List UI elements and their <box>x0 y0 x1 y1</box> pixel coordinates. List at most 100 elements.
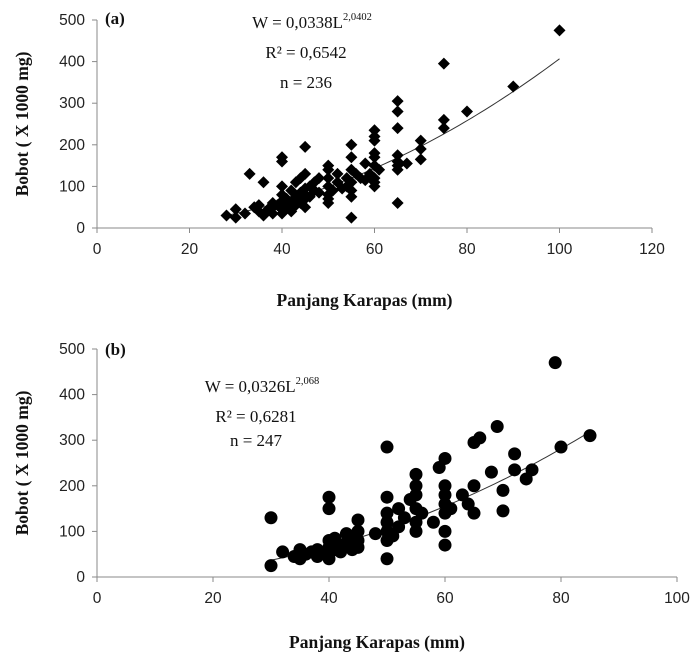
panel-b-data-point <box>525 463 539 477</box>
panel-b-x-tick-label: 0 <box>93 590 102 607</box>
panel-a-data-point <box>359 157 372 170</box>
panel-a-data-point <box>239 207 251 220</box>
panel-b-panel-label: (b) <box>105 340 126 359</box>
panel-a-data-point <box>437 122 450 135</box>
panel-b-data-point <box>380 552 394 566</box>
panel-a-trendline <box>226 58 560 216</box>
panel-b-y-tick-label: 300 <box>59 432 85 449</box>
panel-a-data-point <box>345 176 358 189</box>
panel-b-data-point <box>444 502 458 516</box>
panel-a-data-point <box>326 184 339 197</box>
panel-a-y-tick-label: 500 <box>59 12 85 29</box>
panel-a-data-point <box>229 203 242 216</box>
panel-a-data-point <box>313 172 325 185</box>
panel-a-data-point <box>391 122 404 135</box>
panel-b-trendline <box>270 431 591 561</box>
panel-a-data-point <box>368 151 381 164</box>
panel-b-x-axis-title: Panjang Karapas (mm) <box>289 632 465 652</box>
panel-a-data-point <box>437 113 450 126</box>
panel-a-data-point <box>299 140 312 153</box>
panel-a-data-point <box>345 211 358 224</box>
chart-panel-b: 0 100 200 300 400 500 0 20 40 60 80 100 Panjang Kara… <box>12 340 690 652</box>
panel-a-data-point <box>313 186 325 199</box>
panel-b-x-tick-label: 60 <box>436 590 454 607</box>
panel-a-x-tick-label: 40 <box>273 241 291 258</box>
panel-b-data-point <box>438 479 452 493</box>
panel-a-data-point <box>345 184 358 197</box>
panel-a-data-point <box>257 176 270 189</box>
panel-a-data-point <box>252 199 265 212</box>
panel-a-data-point <box>331 167 344 180</box>
panel-a-x-tick-label: 0 <box>93 241 102 258</box>
panel-a-data-point <box>373 163 386 176</box>
panel-a-data-point <box>391 159 404 172</box>
panel-a-data-point <box>345 138 358 151</box>
panel-b-data-point <box>554 440 568 454</box>
panel-b-data-point <box>438 451 452 465</box>
panel-a-x-tick-label: 80 <box>458 241 476 258</box>
panel-b-sample-size: n = 247 <box>230 431 283 450</box>
panel-a-data-point <box>299 201 312 214</box>
panel-a-y-tick-label: 100 <box>59 178 85 195</box>
panel-a-data-point <box>243 167 256 180</box>
panel-b-data-point <box>264 511 278 525</box>
panel-b-data-point <box>310 543 324 557</box>
panel-b-data-point <box>276 545 290 559</box>
panel-a-data-point <box>400 157 413 170</box>
panel-b-data-point <box>467 506 481 520</box>
panel-b-data-point <box>368 527 382 541</box>
panel-b-data-point <box>351 524 365 538</box>
panel-a-data-point <box>322 197 335 210</box>
panel-a-sample-size: n = 236 <box>280 73 332 92</box>
chart-panel-a: 0 100 200 300 400 500 0 20 40 60 80 100 120 Panjang K… <box>12 9 665 310</box>
panel-b-data-point <box>409 467 423 481</box>
panel-b-data-point <box>380 506 394 520</box>
panel-a-x-tick-label: 20 <box>181 241 199 258</box>
panel-a-y-tick-label: 300 <box>59 95 85 112</box>
panel-b-data-point <box>548 356 562 370</box>
panel-b-data-point <box>583 429 597 443</box>
panel-a-data-point <box>266 207 279 220</box>
panel-a-y-tick-label: 400 <box>59 54 85 71</box>
panel-b-y-tick-label: 400 <box>59 387 85 404</box>
panel-b-data-point <box>409 488 423 502</box>
panel-a-data-point <box>391 149 404 162</box>
panel-b-data-point <box>496 504 510 518</box>
panel-a-data-point <box>414 134 427 147</box>
panel-a-data-point <box>345 190 358 203</box>
panel-a-x-tick-label: 120 <box>639 241 665 258</box>
panel-b-data-point <box>397 511 411 525</box>
panel-a-y-tick-label: 0 <box>76 220 85 237</box>
panel-a-x-tick-label: 100 <box>547 241 573 258</box>
panel-a-data-point <box>368 130 381 143</box>
panel-b-data-point <box>351 513 365 527</box>
panel-b-data-point <box>322 502 336 516</box>
panel-b-data-point <box>409 524 423 538</box>
panel-a-data-point <box>220 209 233 222</box>
panel-a-data-point <box>461 105 473 118</box>
panel-a-data-point <box>229 211 242 224</box>
panel-a-data-point <box>368 176 381 189</box>
panel-b-data-point <box>426 515 440 529</box>
panel-a-data-point <box>414 153 427 166</box>
panel-a-data-point <box>276 151 288 164</box>
panel-b-data-point <box>438 524 452 538</box>
panel-a-y-axis-title: Bobot ( X 1000 mg) <box>12 51 32 196</box>
panel-b-y-tick-label: 500 <box>59 341 85 358</box>
panel-a-x-tick-label: 60 <box>366 241 384 258</box>
panel-a-data-point <box>391 197 404 210</box>
panel-b-r-squared: R² = 0,6281 <box>215 407 296 426</box>
panel-a-data-point <box>322 172 335 185</box>
panel-b-data-point <box>438 538 452 552</box>
panel-b-data-point <box>264 559 278 573</box>
panel-b-data-point <box>380 515 394 529</box>
panel-a-data-point <box>391 95 404 108</box>
panel-a-data-point <box>322 159 335 172</box>
panel-a-data-point <box>368 124 381 137</box>
panel-b-y-tick-label: 100 <box>59 523 85 540</box>
panel-b-data-point <box>351 534 365 548</box>
panel-a-y-tick-label: 200 <box>59 137 85 154</box>
panel-a-panel-label: (a) <box>105 9 125 28</box>
panel-b-x-tick-label: 20 <box>204 590 222 607</box>
